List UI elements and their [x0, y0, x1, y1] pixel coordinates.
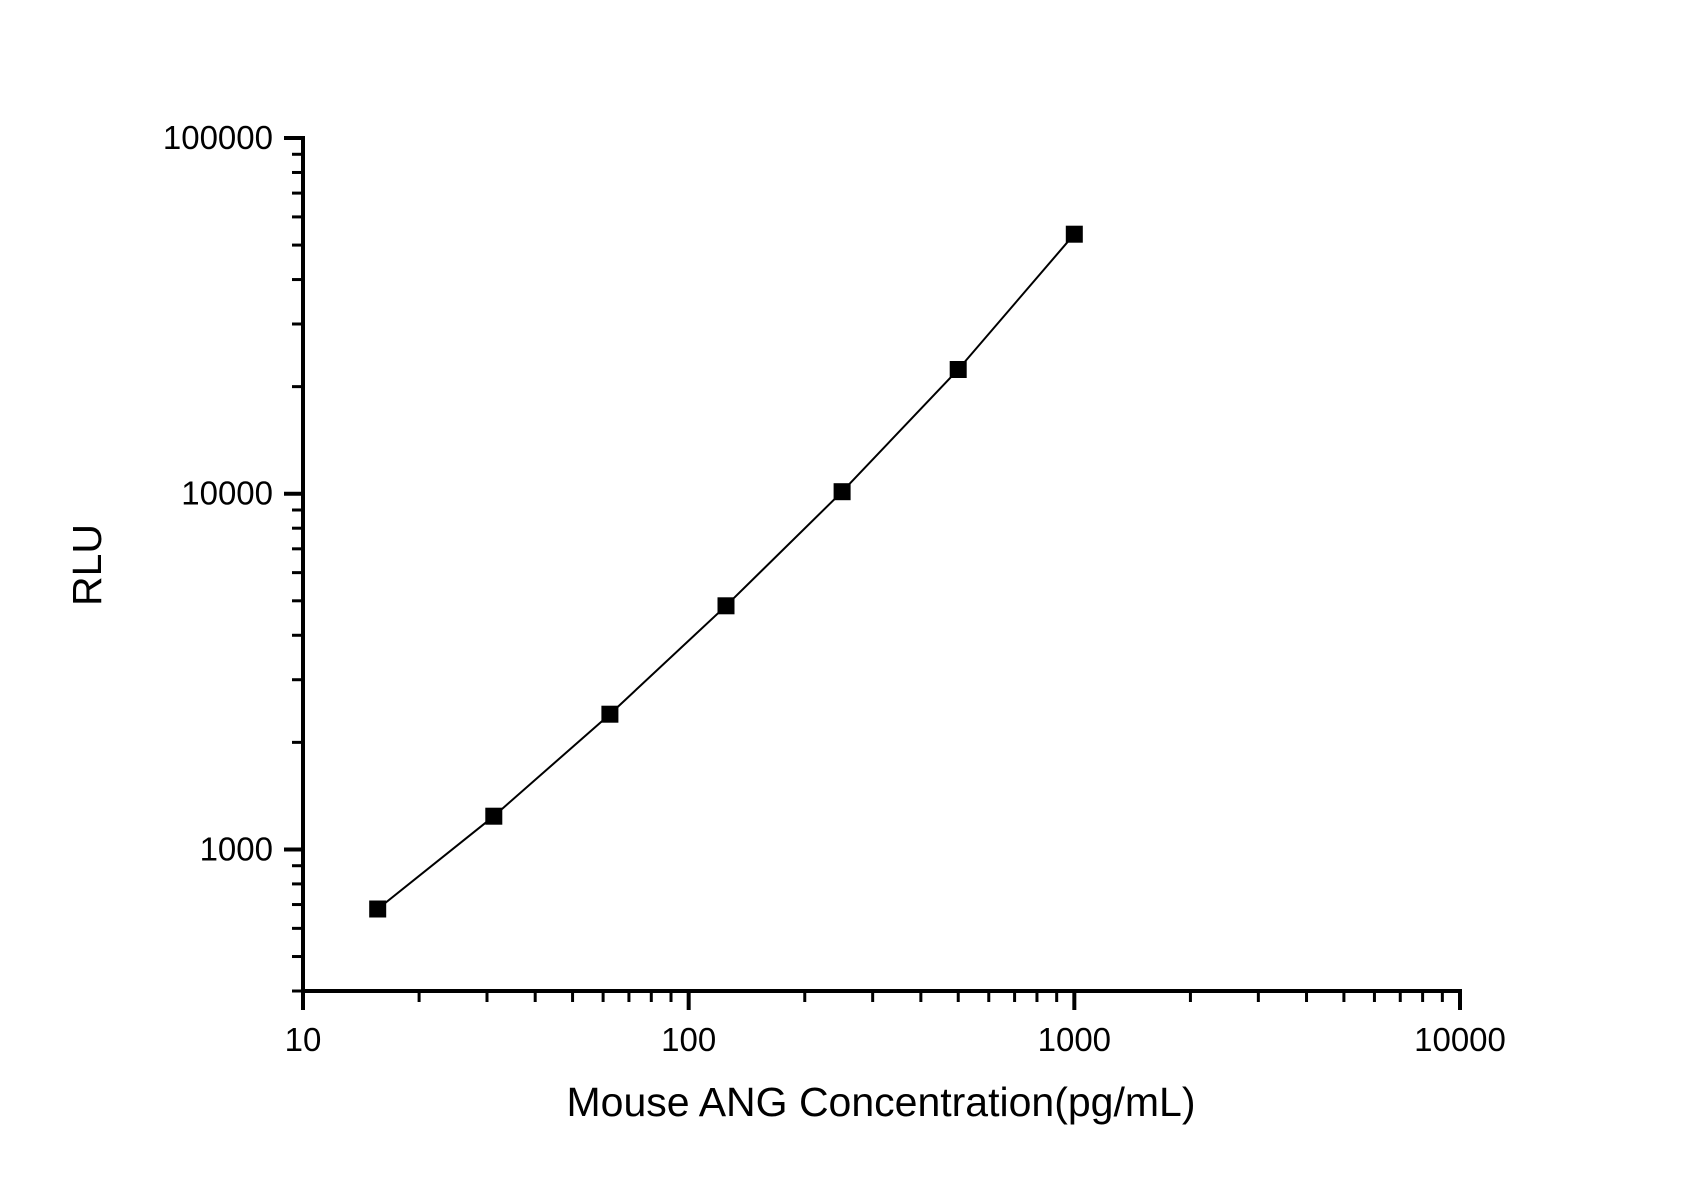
x-tick-label: 10000	[1414, 1021, 1506, 1058]
tick-label-layer: 10 100 1000 10000 1000 10000 100000	[163, 119, 1506, 1058]
y-tick-label: 10000	[181, 475, 273, 512]
x-tick-label: 100	[661, 1021, 716, 1058]
series-layer	[369, 225, 1083, 918]
data-point-marker	[717, 597, 735, 615]
axes-layer	[284, 136, 1462, 1010]
y-tick-label: 100000	[163, 119, 273, 156]
data-point-marker	[833, 483, 851, 501]
data-point-marker	[485, 807, 503, 825]
y-tick-label: 1000	[200, 830, 273, 867]
y-axis-title: RLU	[64, 524, 110, 606]
data-point-marker	[601, 705, 619, 723]
data-point-marker	[1065, 225, 1083, 243]
x-axis-title: Mouse ANG Concentration(pg/mL)	[567, 1079, 1196, 1125]
series-line	[377, 233, 1076, 910]
x-tick-label: 1000	[1038, 1021, 1111, 1058]
data-point-marker	[369, 900, 387, 918]
x-tick-label: 10	[285, 1021, 322, 1058]
data-point-marker	[949, 361, 967, 378]
